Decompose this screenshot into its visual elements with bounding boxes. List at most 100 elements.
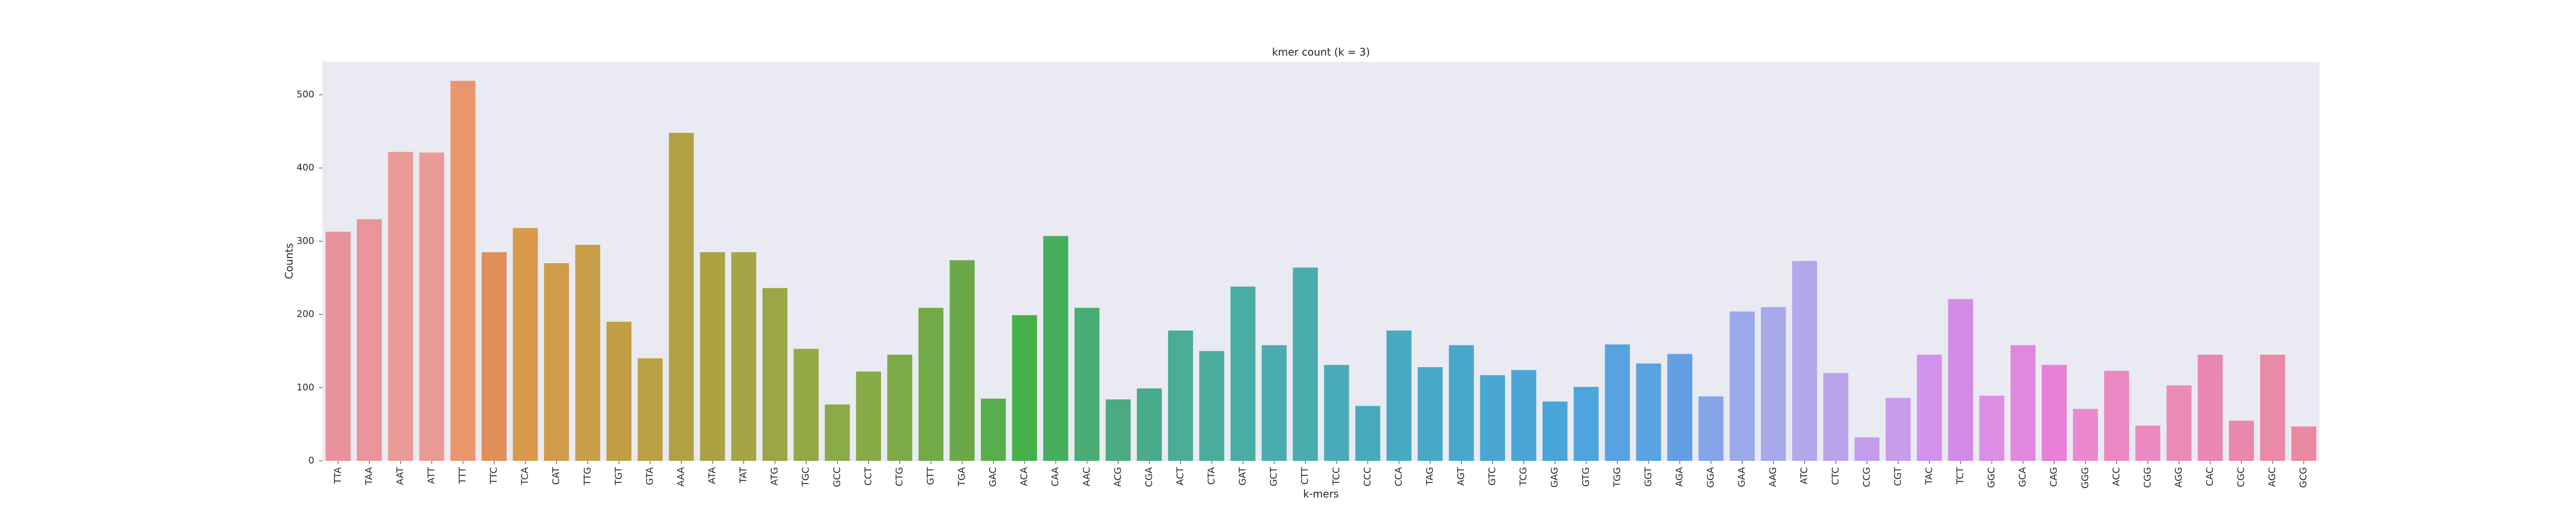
bar-aat — [388, 151, 413, 461]
x-tick-label: GTA — [645, 467, 655, 485]
bar-agt — [1449, 345, 1474, 461]
bar-cag — [2041, 365, 2067, 461]
x-tick-label: AAC — [1081, 467, 1092, 486]
bar-tca — [513, 228, 538, 461]
bar-gca — [2010, 345, 2036, 461]
x-tick-label: GAT — [1238, 467, 1248, 486]
x-tick-label: TTA — [332, 467, 343, 484]
bar-gct — [1261, 345, 1287, 461]
bar-att — [419, 152, 445, 461]
bar-cga — [1137, 388, 1162, 461]
x-tick-label: CGC — [2236, 467, 2247, 487]
y-axis-ticks: 0 100 200 300 400 500 — [297, 89, 323, 466]
x-tick-label: AGC — [2267, 467, 2278, 487]
bar-acc — [2104, 371, 2129, 461]
bar-ctc — [1823, 373, 1849, 461]
bar-cgt — [1886, 398, 1911, 461]
bar-group — [326, 80, 2316, 461]
bar-tcc — [1324, 365, 1349, 461]
x-tick-label: GCA — [2018, 467, 2028, 487]
x-tick-label: AGA — [1674, 467, 1685, 487]
x-tick-label: CTC — [1830, 467, 1841, 485]
bar-tga — [950, 260, 975, 461]
y-tick-label: 300 — [297, 235, 314, 246]
bar-tgg — [1605, 344, 1630, 461]
bar-aca — [1012, 315, 1037, 461]
x-tick-label: TCG — [1518, 467, 1529, 486]
bar-tgt — [606, 321, 632, 461]
bar-atc — [1792, 261, 1817, 461]
x-tick-label: ACG — [1112, 467, 1123, 487]
x-tick-label: AGG — [2173, 467, 2184, 488]
x-tick-label: TAT — [738, 467, 749, 484]
bar-agg — [2166, 385, 2192, 461]
bar-cac — [2197, 354, 2223, 461]
x-tick-label: GTC — [1487, 467, 1498, 486]
x-tick-label: GTG — [1581, 467, 1591, 487]
x-tick-label: TTC — [488, 467, 499, 485]
bar-tcg — [1511, 370, 1536, 461]
x-tick-label: CGA — [1144, 467, 1155, 487]
x-tick-label: GTT — [925, 467, 936, 485]
x-tick-label: AAT — [395, 467, 405, 485]
x-tick-label: TCC — [1331, 467, 1342, 486]
y-axis-label: Counts — [283, 243, 295, 279]
x-tick-label: ATG — [769, 467, 780, 486]
x-tick-label: CTT — [1300, 467, 1311, 485]
bar-ttc — [481, 252, 507, 461]
bar-atg — [762, 288, 788, 461]
bar-cgg — [2135, 425, 2161, 461]
bar-gcc — [825, 404, 850, 461]
bar-ctg — [887, 354, 912, 461]
x-tick-label: TAA — [364, 467, 375, 485]
bar-cgc — [2229, 420, 2254, 461]
x-tick-label: AGT — [1456, 467, 1467, 486]
x-tick-label: ATA — [707, 467, 718, 484]
bar-aga — [1667, 354, 1692, 461]
x-tick-label: GGC — [1986, 467, 1997, 488]
x-axis-label: k-mers — [1303, 488, 1338, 500]
x-tick-label: CGG — [2142, 467, 2153, 488]
x-tick-label: TAC — [1924, 467, 1935, 485]
bar-gaa — [1730, 311, 1755, 461]
bar-gtg — [1573, 387, 1599, 461]
bar-tct — [1948, 299, 1973, 461]
x-tick-label: CTA — [1206, 467, 1217, 485]
bar-agc — [2260, 354, 2285, 461]
x-tick-label: CCG — [1861, 467, 1872, 487]
x-tick-label: CGT — [1892, 467, 1903, 486]
x-axis-ticks: TTA TAA AAT ATT TTT TTC TCA CAT TTG TGT GTA AAA ATA T… — [332, 461, 2309, 489]
x-tick-label: TGT — [613, 467, 624, 486]
x-tick-label: GCG — [2298, 467, 2309, 488]
chart-title: kmer count (k = 3) — [1272, 46, 1370, 58]
x-tick-label: GAA — [1737, 467, 1748, 487]
x-tick-label: CAG — [2048, 467, 2059, 487]
x-tick-label: TAG — [1425, 467, 1435, 486]
bar-tat — [731, 252, 756, 461]
x-tick-label: ACT — [1175, 467, 1185, 486]
bar-ggc — [1979, 395, 2005, 461]
bar-caa — [1043, 236, 1069, 461]
y-tick-label: 200 — [297, 309, 314, 320]
bar-tag — [1417, 367, 1443, 461]
x-tick-label: TTG — [582, 467, 593, 486]
x-tick-label: CTG — [894, 467, 905, 487]
x-tick-label: TGG — [1612, 467, 1622, 488]
x-tick-label: TCA — [520, 467, 531, 486]
x-tick-label: TGA — [957, 467, 968, 487]
y-tick-label: 500 — [297, 89, 314, 100]
bar-gga — [1698, 396, 1724, 461]
bar-ccc — [1355, 406, 1381, 461]
bar-tgc — [793, 349, 819, 461]
bar-aag — [1760, 307, 1786, 461]
x-tick-label: TTT — [457, 467, 468, 484]
x-tick-label: ATC — [1799, 467, 1810, 484]
bar-gtc — [1480, 375, 1505, 461]
bar-aac — [1074, 307, 1100, 461]
y-tick-label: 400 — [297, 162, 314, 173]
x-tick-label: TCT — [1955, 467, 1966, 485]
bar-ctt — [1293, 267, 1318, 461]
x-tick-label: GCC — [832, 467, 842, 487]
x-tick-label: CCA — [1393, 467, 1404, 486]
